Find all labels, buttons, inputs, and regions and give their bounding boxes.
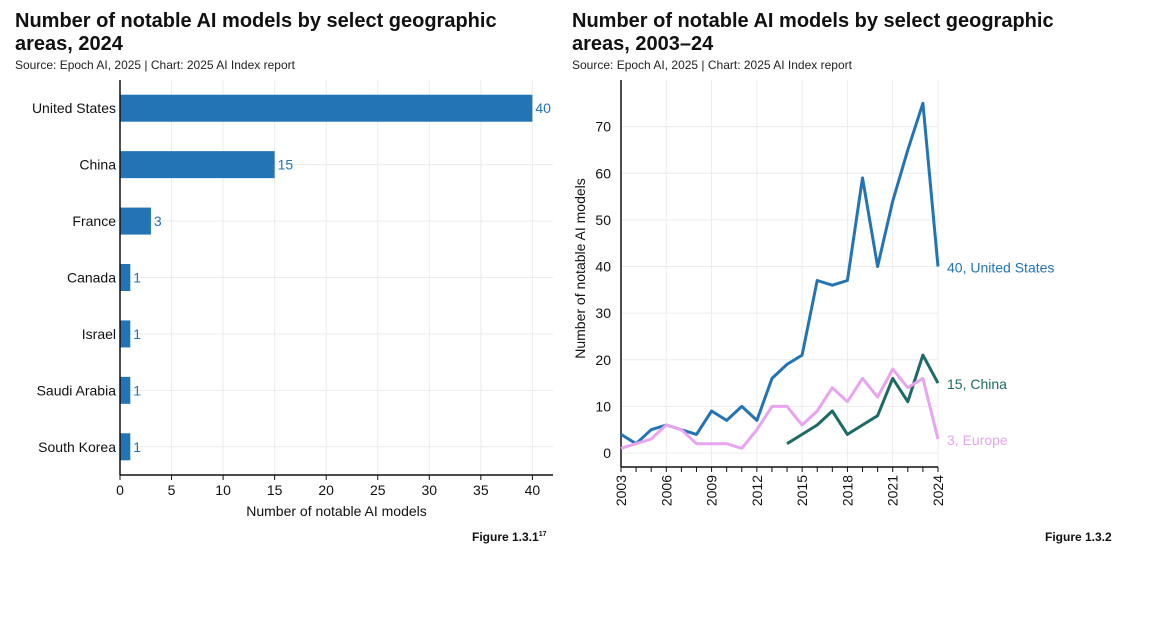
- series-end-label: 15, China: [947, 376, 1007, 392]
- category-label: Canada: [67, 270, 116, 286]
- x-tick-label: 2012: [749, 475, 765, 506]
- right-chart-source: Source: Epoch AI, 2025 | Chart: 2025 AI …: [572, 58, 852, 72]
- y-tick-label: 50: [595, 212, 611, 228]
- bar: [120, 207, 151, 235]
- y-tick-label: 0: [603, 445, 611, 461]
- x-tick-label: 10: [215, 482, 231, 498]
- left-figure-label: Figure 1.3.117: [472, 530, 547, 544]
- x-tick-label: 2018: [839, 475, 855, 506]
- category-label: United States: [32, 100, 116, 116]
- category-label: Israel: [82, 326, 116, 342]
- bar-value-label: 15: [278, 157, 294, 173]
- x-tick-label: 15: [267, 482, 283, 498]
- category-label: Saudi Arabia: [37, 382, 117, 398]
- left-figure-footnote: 17: [538, 531, 547, 538]
- x-tick-label: 20: [318, 482, 334, 498]
- x-tick-label: 2015: [794, 475, 810, 506]
- left-chart-panel: Number of notable AI models by select ge…: [0, 0, 570, 560]
- bar-value-label: 40: [535, 100, 551, 116]
- bar: [120, 94, 533, 122]
- series-end-label: 3, Europe: [947, 432, 1008, 448]
- y-tick-label: 60: [595, 165, 611, 181]
- right-line-chart: 0 10 20 30 40 50 60 70 2003 2006 2009 2012 2015 2018 2…: [572, 80, 1054, 506]
- x-tick-label: 2006: [658, 475, 674, 506]
- series-end-label: 40, United States: [947, 260, 1054, 276]
- y-tick-label: 10: [595, 398, 611, 414]
- left-chart-title: Number of notable AI models by select ge…: [15, 10, 497, 55]
- bar-value-label: 1: [133, 382, 141, 398]
- x-tick-label: 2024: [930, 475, 946, 506]
- category-label: France: [72, 213, 116, 229]
- bar: [120, 320, 131, 348]
- right-chart-panel: Number of notable AI models by select ge…: [565, 0, 1163, 560]
- category-label: South Korea: [38, 439, 116, 455]
- bar-value-label: 1: [133, 439, 141, 455]
- category-label: China: [79, 157, 116, 173]
- series-line: [620, 101, 940, 446]
- bar-value-label: 3: [154, 213, 162, 229]
- bar-value-label: 1: [133, 270, 141, 286]
- x-tick-label: 35: [473, 482, 489, 498]
- right-chart-title: Number of notable AI models by select ge…: [572, 10, 1054, 55]
- series-line: [786, 353, 940, 445]
- x-axis-title: Number of notable AI models: [246, 503, 427, 519]
- x-tick-label: 5: [168, 482, 176, 498]
- y-tick-label: 30: [595, 305, 611, 321]
- right-figure-label: Figure 1.3.2: [1045, 530, 1112, 544]
- x-tick-label: 2009: [704, 475, 720, 506]
- x-tick-label: 30: [421, 482, 437, 498]
- x-tick-label: 40: [525, 482, 541, 498]
- bar: [120, 433, 131, 461]
- x-tick-label: 2003: [613, 475, 629, 506]
- left-figure-label-text: Figure 1.3.1: [472, 530, 539, 544]
- bar: [120, 376, 131, 404]
- series-line: [620, 367, 940, 450]
- left-chart-source: Source: Epoch AI, 2025 | Chart: 2025 AI …: [15, 58, 295, 72]
- bar: [120, 264, 131, 291]
- bar-value-label: 1: [133, 326, 141, 342]
- x-tick-label: 0: [116, 482, 124, 498]
- y-axis-title: Number of notable AI models: [572, 178, 588, 359]
- bar: [120, 151, 275, 179]
- x-tick-label: 25: [370, 482, 386, 498]
- y-tick-label: 40: [595, 259, 611, 275]
- y-tick-label: 20: [595, 352, 611, 368]
- x-tick-label: 2021: [885, 475, 901, 506]
- y-tick-label: 70: [595, 119, 611, 135]
